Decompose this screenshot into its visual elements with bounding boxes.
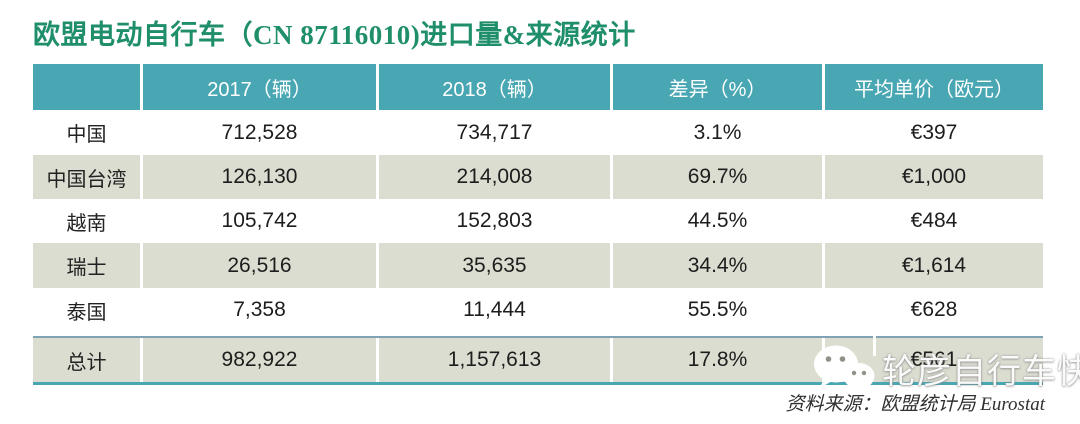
cell-diff: 69.7%: [610, 155, 822, 199]
cell-2018: 152,803: [376, 199, 610, 243]
cell-2018: 35,635: [376, 243, 610, 288]
table-row-thailand: 泰国 7,358 11,444 55.5% €628: [33, 288, 1043, 332]
cell-2017: 7,358: [140, 288, 376, 332]
watermark-stem: [873, 298, 876, 356]
row-label: 瑞士: [66, 257, 107, 279]
cell-diff: 3.1%: [610, 110, 822, 155]
cell-price: €484: [822, 199, 1043, 243]
column-header-2018: 2018（辆）: [376, 64, 610, 110]
page-title: 欧盟电动自行车（CN 87116010)进口量&来源统计: [33, 20, 636, 50]
cell-2018: 11,444: [376, 288, 610, 332]
cell-price: €628: [822, 288, 1043, 332]
cell-price: €1,000: [822, 155, 1043, 199]
column-header-2017: 2017（辆）: [140, 64, 376, 110]
cell-2017: 26,516: [140, 243, 376, 288]
cell-price: €1,614: [822, 243, 1043, 288]
cell-diff: 55.5%: [610, 288, 822, 332]
row-label: 中国台湾: [46, 168, 127, 191]
cell-price: €397: [822, 110, 1043, 155]
source-note: 资料来源：欧盟统计局 Eurostat: [785, 394, 1046, 415]
table-row-china: 中国 712,528 734,717 3.1% €397: [33, 110, 1043, 155]
import-stats-table: 2017（辆） 2018（辆） 差异（%） 平均单价（欧元） 中国 712,52…: [33, 64, 1043, 385]
row-gap: [33, 332, 1043, 336]
table-row-total: 总计 982,922 1,157,613 17.8% €561: [33, 336, 1043, 385]
cell-2017: 982,922: [140, 338, 376, 382]
cell-2017: 712,528: [140, 110, 376, 155]
table-header-row: 2017（辆） 2018（辆） 差异（%） 平均单价（欧元）: [33, 64, 1043, 110]
cell-2018: 1,157,613: [376, 338, 610, 382]
row-label: 中国: [66, 124, 107, 146]
cell-diff: 34.4%: [610, 243, 822, 288]
cell-2017: 126,130: [140, 155, 376, 199]
cell-diff: 44.5%: [610, 199, 822, 243]
row-label: 总计: [66, 351, 107, 374]
table-row-taiwan: 中国台湾 126,130 214,008 69.7% €1,000: [33, 155, 1043, 199]
cell-2018: 734,717: [376, 110, 610, 155]
row-label: 泰国: [66, 301, 107, 324]
table-row-switzerland: 瑞士 26,516 35,635 34.4% €1,614: [33, 243, 1043, 288]
cell-2018: 214,008: [376, 155, 610, 199]
cell-2017: 105,742: [140, 199, 376, 243]
column-header-avg-price: 平均单价（欧元）: [822, 64, 1043, 110]
column-header-blank: [33, 64, 140, 110]
cell-price: €561: [822, 338, 1043, 382]
cell-diff: 17.8%: [610, 338, 822, 382]
table-row-vietnam: 越南 105,742 152,803 44.5% €484: [33, 199, 1043, 243]
row-label: 越南: [66, 212, 107, 235]
column-header-diff: 差异（%）: [610, 64, 822, 110]
